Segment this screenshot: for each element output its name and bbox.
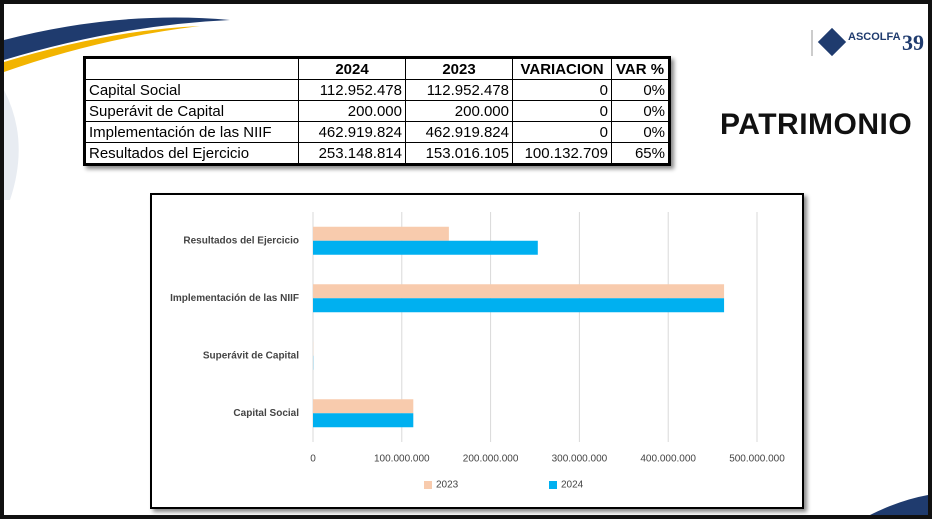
data-table: 2024 2023 VARIACION VAR % Capital Social 112.… [83,56,671,166]
x-tick-label: 500.000.000 [729,454,785,465]
table-cell: 153.016.105 [405,142,513,165]
y-tick-label: Superávit de Capital [203,350,299,361]
table-cell: Capital Social [84,79,299,101]
table-cell: Resultados del Ejercicio [84,142,299,165]
x-tick-label: 400.000.000 [640,454,696,465]
table-cell: Implementación de las NIIF [84,121,299,143]
table-cell: 112.952.478 [298,79,406,101]
x-tick-label: 200.000.000 [463,454,519,465]
table-cell: Superávit de Capital [84,100,299,122]
table-cell: 253.148.814 [298,142,406,165]
header-row: 2024 2023 VARIACION VAR % [84,57,670,80]
swoosh [870,495,928,515]
bar [313,413,414,428]
table-cell: 200.000 [405,100,513,122]
x-tick-label: 100.000.000 [374,454,430,465]
bar [313,284,725,299]
table-cell: 462.919.824 [298,121,406,143]
table-cell: 65% [611,142,670,165]
bar [313,226,449,241]
table-row: Capital Social 112.952.478 112.952.478 0 0% [84,79,670,101]
bar [313,399,414,414]
legend-swatch [424,481,432,489]
header-cell [84,57,299,80]
legend-swatch [549,481,557,489]
header-cell: VAR % [611,57,670,80]
bar [313,240,538,255]
x-tick-label: 0 [310,454,316,465]
table-cell: 0% [611,79,670,101]
table-cell: 200.000 [298,100,406,122]
shape [4,90,19,200]
header-cell: 2023 [405,57,513,80]
bar [313,298,725,313]
slide-title: PATRIMONIO [720,108,913,141]
chart: 0 100.000.000 200.000.000 300.000.000 400.00… [150,193,804,509]
table-cell: 0% [611,100,670,122]
table-row: Implementación de las NIIF 462.919.824 462… [84,121,670,143]
table-cell: 0 [512,79,612,101]
header-cell: 2024 [298,57,406,80]
table-cell: 0% [611,121,670,143]
table-cell: 0 [512,100,612,122]
x-tick-label: 300.000.000 [552,454,608,465]
swoosh [4,17,230,60]
y-tick-label: Resultados del Ejercicio [183,235,299,246]
table-cell: 100.132.709 [512,142,612,165]
logo-number: 39 [902,30,924,55]
y-tick-label: Implementación de las NIIF [170,293,299,304]
legend-label: 2023 [436,480,459,491]
table-row: Resultados del Ejercicio 253.148.814 153.0… [84,142,670,165]
logo-name: ASCOLFA [848,31,901,43]
table-cell: 112.952.478 [405,79,513,101]
header-cell: VARIACION [512,57,612,80]
table-cell: 0 [512,121,612,143]
legend-label: 2024 [561,480,584,491]
table-row: Superávit de Capital 200.000 200.000 0 0% [84,100,670,122]
y-tick-label: Capital Social [233,408,299,419]
table-cell: 462.919.824 [405,121,513,143]
logo-icon [817,27,847,57]
